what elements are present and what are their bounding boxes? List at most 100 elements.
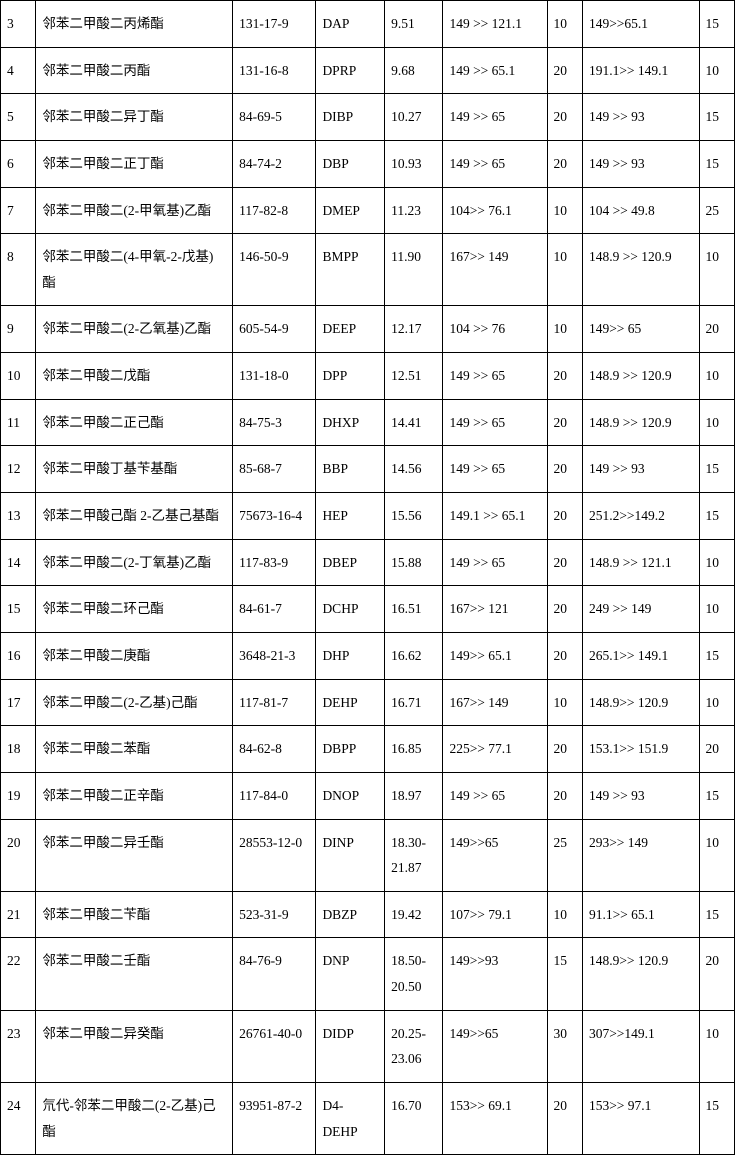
table-cell: 氘代-邻苯二甲酸二(2-乙基)己酯 [36, 1083, 233, 1155]
table-cell: 邻苯二甲酸二壬酯 [36, 938, 233, 1010]
table-cell: 265.1>> 149.1 [582, 632, 699, 679]
table-cell: 20 [1, 819, 36, 891]
table-cell: 20 [547, 47, 582, 94]
table-cell: 邻苯二甲酸二(2-甲氧基)乙酯 [36, 187, 233, 234]
table-cell: 84-62-8 [233, 726, 316, 773]
table-cell: 14.41 [385, 399, 443, 446]
table-cell: BMPP [316, 234, 385, 306]
table-row: 7邻苯二甲酸二(2-甲氧基)乙酯117-82-8DMEP11.23104>> 7… [1, 187, 735, 234]
table-cell: 104 >> 49.8 [582, 187, 699, 234]
table-cell: 117-83-9 [233, 539, 316, 586]
table-cell: 131-18-0 [233, 353, 316, 400]
table-row: 20邻苯二甲酸二异壬酯28553-12-0DINP18.30-21.87149>… [1, 819, 735, 891]
table-cell: 邻苯二甲酸二庚酯 [36, 632, 233, 679]
table-cell: DBPP [316, 726, 385, 773]
table-cell: 20 [547, 353, 582, 400]
table-cell: 149>>65 [443, 819, 547, 891]
table-cell: 149 >> 65 [443, 539, 547, 586]
table-cell: 84-61-7 [233, 586, 316, 633]
table-cell: 7 [1, 187, 36, 234]
table-cell: 3648-21-3 [233, 632, 316, 679]
table-cell: 15 [699, 140, 734, 187]
table-cell: 153>> 97.1 [582, 1083, 699, 1155]
table-cell: 148.9>> 120.9 [582, 938, 699, 1010]
table-cell: 167>> 121 [443, 586, 547, 633]
table-cell: 5 [1, 94, 36, 141]
table-cell: 84-74-2 [233, 140, 316, 187]
table-cell: DAP [316, 1, 385, 48]
table-cell: 149>> 65 [582, 306, 699, 353]
table-cell: 10 [699, 399, 734, 446]
table-cell: 14 [1, 539, 36, 586]
table-cell: 20 [699, 938, 734, 1010]
table-cell: 104>> 76.1 [443, 187, 547, 234]
table-cell: 149 >> 65 [443, 446, 547, 493]
table-cell: 9 [1, 306, 36, 353]
table-cell: 22 [1, 938, 36, 1010]
table-cell: 20 [547, 632, 582, 679]
table-cell: 10 [699, 47, 734, 94]
table-cell: 149>>65 [443, 1010, 547, 1082]
table-cell: 84-75-3 [233, 399, 316, 446]
table-cell: DBZP [316, 891, 385, 938]
table-cell: 605-54-9 [233, 306, 316, 353]
table-cell: 28553-12-0 [233, 819, 316, 891]
table-cell: D4-DEHP [316, 1083, 385, 1155]
table-cell: 10 [699, 539, 734, 586]
table-cell: 18.50-20.50 [385, 938, 443, 1010]
table-cell: DNOP [316, 772, 385, 819]
table-row: 17邻苯二甲酸二(2-乙基)己酯117-81-7DEHP16.71167>> 1… [1, 679, 735, 726]
table-cell: 10 [699, 586, 734, 633]
table-cell: 91.1>> 65.1 [582, 891, 699, 938]
table-cell: 19 [1, 772, 36, 819]
table-cell: 20 [547, 726, 582, 773]
table-cell: 邻苯二甲酸二戊酯 [36, 353, 233, 400]
table-cell: 10 [547, 891, 582, 938]
table-cell: 153.1>> 151.9 [582, 726, 699, 773]
table-cell: 邻苯二甲酸二异壬酯 [36, 819, 233, 891]
table-cell: 251.2>>149.2 [582, 493, 699, 540]
table-cell: 8 [1, 234, 36, 306]
table-cell: 148.9>> 120.9 [582, 679, 699, 726]
table-row: 3邻苯二甲酸二丙烯酯131-17-9DAP9.51149 >> 121.1101… [1, 1, 735, 48]
table-cell: 10 [547, 1, 582, 48]
table-cell: DMEP [316, 187, 385, 234]
table-cell: DEEP [316, 306, 385, 353]
table-cell: 85-68-7 [233, 446, 316, 493]
table-row: 8邻苯二甲酸二(4-甲氧-2-戊基)酯146-50-9BMPP11.90167>… [1, 234, 735, 306]
table-cell: 17 [1, 679, 36, 726]
table-cell: 15 [699, 94, 734, 141]
table-cell: 20 [547, 539, 582, 586]
table-cell: 148.9 >> 120.9 [582, 399, 699, 446]
table-row: 11邻苯二甲酸二正己酯84-75-3DHXP14.41149 >> 652014… [1, 399, 735, 446]
table-cell: 16.62 [385, 632, 443, 679]
table-body: 3邻苯二甲酸二丙烯酯131-17-9DAP9.51149 >> 121.1101… [1, 1, 735, 1155]
table-cell: 13 [1, 493, 36, 540]
table-row: 19邻苯二甲酸二正辛酯117-84-0DNOP18.97149 >> 65201… [1, 772, 735, 819]
table-cell: 15 [699, 493, 734, 540]
table-cell: 148.9 >> 121.1 [582, 539, 699, 586]
table-cell: 30 [547, 1010, 582, 1082]
table-cell: 12 [1, 446, 36, 493]
table-cell: 邻苯二甲酸二异癸酯 [36, 1010, 233, 1082]
table-cell: 邻苯二甲酸二苯酯 [36, 726, 233, 773]
table-cell: 249 >> 149 [582, 586, 699, 633]
table-cell: 117-82-8 [233, 187, 316, 234]
table-cell: 149 >> 65 [443, 353, 547, 400]
table-cell: 167>> 149 [443, 679, 547, 726]
table-cell: DBP [316, 140, 385, 187]
table-cell: 93951-87-2 [233, 1083, 316, 1155]
table-row: 24氘代-邻苯二甲酸二(2-乙基)己酯93951-87-2D4-DEHP16.7… [1, 1083, 735, 1155]
table-cell: 10.27 [385, 94, 443, 141]
table-row: 10邻苯二甲酸二戊酯131-18-0DPP12.51149 >> 6520148… [1, 353, 735, 400]
table-row: 22邻苯二甲酸二壬酯84-76-9DNP18.50-20.50149>>9315… [1, 938, 735, 1010]
table-cell: 146-50-9 [233, 234, 316, 306]
table-cell: 20 [547, 140, 582, 187]
table-cell: 20 [699, 306, 734, 353]
table-row: 5邻苯二甲酸二异丁酯84-69-5DIBP10.27149 >> 6520149… [1, 94, 735, 141]
table-cell: DIBP [316, 94, 385, 141]
table-cell: 邻苯二甲酸二丙酯 [36, 47, 233, 94]
table-cell: 10.93 [385, 140, 443, 187]
table-cell: 3 [1, 1, 36, 48]
table-cell: 10 [699, 1010, 734, 1082]
